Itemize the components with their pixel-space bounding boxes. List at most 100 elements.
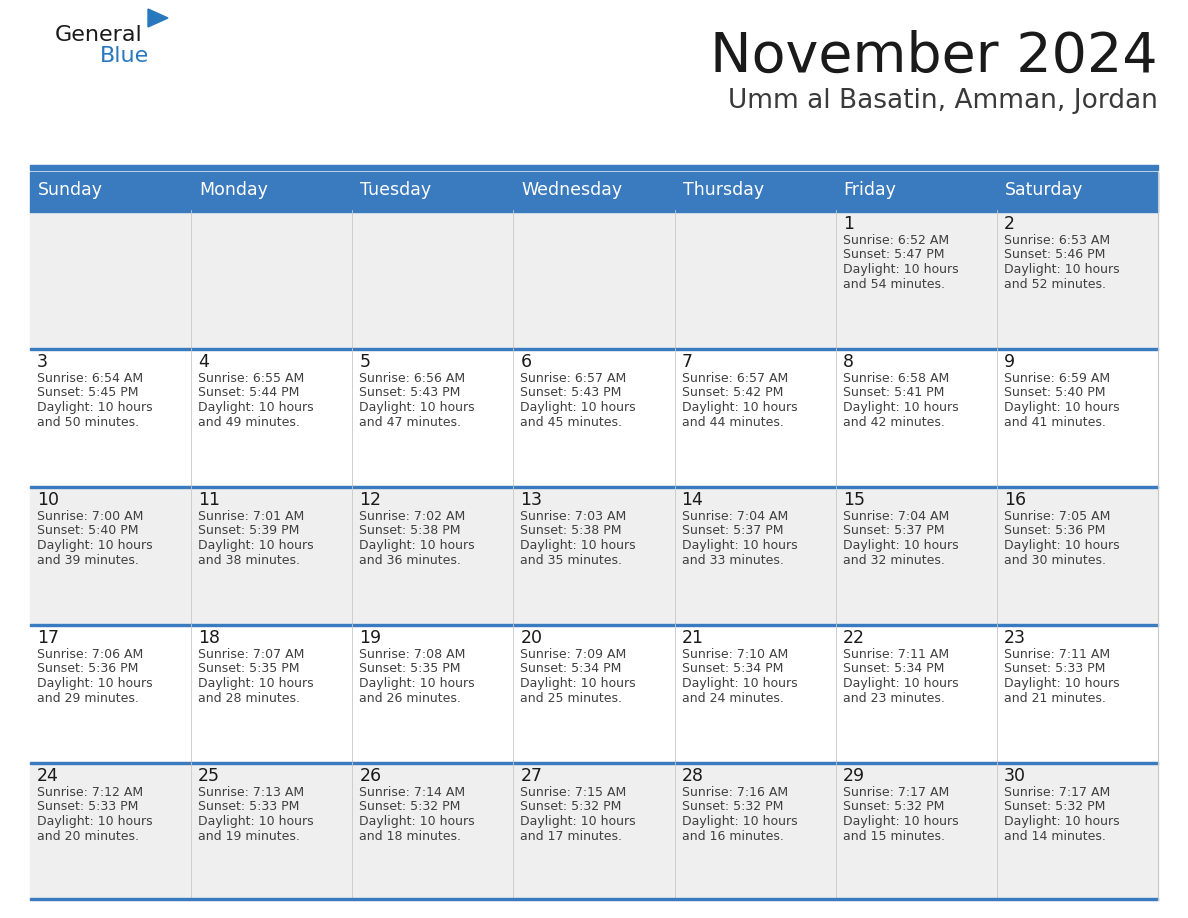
Text: Sunset: 5:42 PM: Sunset: 5:42 PM — [682, 386, 783, 399]
Text: Sunrise: 7:07 AM: Sunrise: 7:07 AM — [198, 648, 304, 661]
Text: Sunrise: 7:11 AM: Sunrise: 7:11 AM — [1004, 648, 1110, 661]
Bar — [30, 486, 1158, 624]
Text: Daylight: 10 hours: Daylight: 10 hours — [1004, 263, 1119, 276]
Text: and 19 minutes.: and 19 minutes. — [198, 830, 301, 843]
Text: Daylight: 10 hours: Daylight: 10 hours — [842, 401, 959, 414]
Text: and 29 minutes.: and 29 minutes. — [37, 691, 139, 704]
Text: Sunset: 5:34 PM: Sunset: 5:34 PM — [682, 663, 783, 676]
Text: and 41 minutes.: and 41 minutes. — [1004, 416, 1106, 429]
Text: Sunrise: 7:15 AM: Sunrise: 7:15 AM — [520, 786, 627, 799]
Text: Sunrise: 6:55 AM: Sunrise: 6:55 AM — [198, 372, 304, 385]
Text: Sunset: 5:32 PM: Sunset: 5:32 PM — [842, 800, 944, 813]
Text: Sunset: 5:32 PM: Sunset: 5:32 PM — [359, 800, 461, 813]
Text: 25: 25 — [198, 767, 220, 785]
Text: 27: 27 — [520, 767, 543, 785]
Text: 10: 10 — [37, 491, 59, 509]
Text: and 20 minutes.: and 20 minutes. — [37, 830, 139, 843]
Text: November 2024: November 2024 — [710, 30, 1158, 84]
Text: Sunset: 5:40 PM: Sunset: 5:40 PM — [1004, 386, 1105, 399]
Text: Daylight: 10 hours: Daylight: 10 hours — [682, 815, 797, 828]
Text: 15: 15 — [842, 491, 865, 509]
Text: and 32 minutes.: and 32 minutes. — [842, 554, 944, 566]
Text: Blue: Blue — [100, 46, 150, 66]
Bar — [30, 348, 1158, 350]
Text: Daylight: 10 hours: Daylight: 10 hours — [198, 401, 314, 414]
Text: 17: 17 — [37, 629, 59, 647]
Text: and 23 minutes.: and 23 minutes. — [842, 691, 944, 704]
Text: and 33 minutes.: and 33 minutes. — [682, 554, 783, 566]
Text: and 50 minutes.: and 50 minutes. — [37, 416, 139, 429]
Text: and 28 minutes.: and 28 minutes. — [198, 691, 301, 704]
Text: Daylight: 10 hours: Daylight: 10 hours — [359, 539, 475, 552]
Text: Sunset: 5:39 PM: Sunset: 5:39 PM — [198, 524, 299, 538]
Text: Daylight: 10 hours: Daylight: 10 hours — [359, 677, 475, 690]
Text: Daylight: 10 hours: Daylight: 10 hours — [842, 815, 959, 828]
Text: and 38 minutes.: and 38 minutes. — [198, 554, 301, 566]
Text: 24: 24 — [37, 767, 59, 785]
Text: 28: 28 — [682, 767, 703, 785]
Text: Sunrise: 7:01 AM: Sunrise: 7:01 AM — [198, 510, 304, 523]
Bar — [30, 486, 1158, 488]
Text: Sunset: 5:34 PM: Sunset: 5:34 PM — [842, 663, 944, 676]
Text: Sunset: 5:43 PM: Sunset: 5:43 PM — [359, 386, 461, 399]
Text: Daylight: 10 hours: Daylight: 10 hours — [1004, 815, 1119, 828]
Text: Daylight: 10 hours: Daylight: 10 hours — [520, 677, 636, 690]
Text: Sunset: 5:32 PM: Sunset: 5:32 PM — [520, 800, 621, 813]
Bar — [30, 348, 1158, 486]
Text: Sunrise: 7:17 AM: Sunrise: 7:17 AM — [1004, 786, 1110, 799]
Text: Umm al Basatin, Amman, Jordan: Umm al Basatin, Amman, Jordan — [728, 88, 1158, 114]
Text: Sunrise: 6:59 AM: Sunrise: 6:59 AM — [1004, 372, 1110, 385]
Bar — [30, 623, 1158, 626]
Text: 11: 11 — [198, 491, 220, 509]
Text: Sunrise: 6:58 AM: Sunrise: 6:58 AM — [842, 372, 949, 385]
Text: Sunrise: 7:08 AM: Sunrise: 7:08 AM — [359, 648, 466, 661]
Text: Sunset: 5:35 PM: Sunset: 5:35 PM — [198, 663, 299, 676]
Bar — [30, 210, 1158, 348]
Text: and 52 minutes.: and 52 minutes. — [1004, 277, 1106, 290]
Text: and 17 minutes.: and 17 minutes. — [520, 830, 623, 843]
Text: Sunset: 5:36 PM: Sunset: 5:36 PM — [37, 663, 138, 676]
Bar — [30, 209, 1158, 212]
Text: and 30 minutes.: and 30 minutes. — [1004, 554, 1106, 566]
Bar — [675, 172, 835, 210]
Text: Wednesday: Wednesday — [522, 181, 623, 199]
Bar — [835, 172, 997, 210]
Bar — [30, 165, 1158, 170]
Text: Daylight: 10 hours: Daylight: 10 hours — [198, 539, 314, 552]
Text: Daylight: 10 hours: Daylight: 10 hours — [520, 401, 636, 414]
Text: 22: 22 — [842, 629, 865, 647]
Text: 6: 6 — [520, 353, 531, 371]
Text: Monday: Monday — [200, 181, 268, 199]
Bar — [30, 762, 1158, 764]
Text: Daylight: 10 hours: Daylight: 10 hours — [682, 539, 797, 552]
Text: and 49 minutes.: and 49 minutes. — [198, 416, 301, 429]
Text: 8: 8 — [842, 353, 854, 371]
Text: Sunset: 5:32 PM: Sunset: 5:32 PM — [682, 800, 783, 813]
Text: 19: 19 — [359, 629, 381, 647]
Text: and 26 minutes.: and 26 minutes. — [359, 691, 461, 704]
Text: 4: 4 — [198, 353, 209, 371]
Text: Sunday: Sunday — [38, 181, 103, 199]
Text: Sunset: 5:47 PM: Sunset: 5:47 PM — [842, 249, 944, 262]
Text: Sunset: 5:38 PM: Sunset: 5:38 PM — [359, 524, 461, 538]
Bar — [30, 624, 1158, 762]
Text: Sunset: 5:33 PM: Sunset: 5:33 PM — [198, 800, 299, 813]
Text: Sunset: 5:41 PM: Sunset: 5:41 PM — [842, 386, 944, 399]
Text: Sunset: 5:35 PM: Sunset: 5:35 PM — [359, 663, 461, 676]
Text: Sunrise: 7:03 AM: Sunrise: 7:03 AM — [520, 510, 627, 523]
Text: Sunset: 5:40 PM: Sunset: 5:40 PM — [37, 524, 139, 538]
Text: Daylight: 10 hours: Daylight: 10 hours — [359, 401, 475, 414]
Text: Sunrise: 6:53 AM: Sunrise: 6:53 AM — [1004, 234, 1110, 247]
Text: Sunrise: 7:16 AM: Sunrise: 7:16 AM — [682, 786, 788, 799]
Text: 21: 21 — [682, 629, 703, 647]
Text: 20: 20 — [520, 629, 543, 647]
Bar — [30, 762, 1158, 900]
Bar — [30, 172, 191, 210]
Text: Sunrise: 7:04 AM: Sunrise: 7:04 AM — [682, 510, 788, 523]
Text: Daylight: 10 hours: Daylight: 10 hours — [682, 401, 797, 414]
Text: Sunrise: 6:52 AM: Sunrise: 6:52 AM — [842, 234, 949, 247]
Text: Daylight: 10 hours: Daylight: 10 hours — [37, 815, 152, 828]
Text: and 14 minutes.: and 14 minutes. — [1004, 830, 1106, 843]
Text: 3: 3 — [37, 353, 48, 371]
Text: Sunset: 5:44 PM: Sunset: 5:44 PM — [198, 386, 299, 399]
